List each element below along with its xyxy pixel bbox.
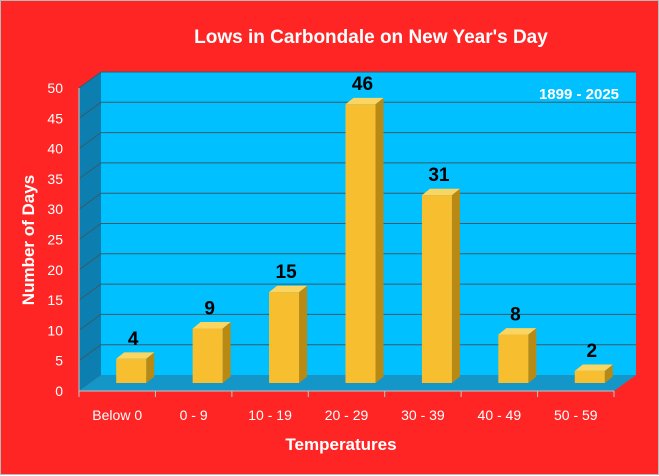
x-tick-label: 20 - 29	[325, 407, 369, 423]
bar-front	[116, 358, 147, 383]
data-label: 9	[204, 298, 215, 319]
bar-front	[192, 328, 223, 383]
gridline	[78, 162, 636, 180]
bars	[116, 97, 613, 384]
bar	[421, 188, 460, 383]
chart-text: Lows in Carbondale on New Year's Day Tem…	[19, 27, 619, 454]
bar-front	[421, 195, 452, 383]
bar-side	[528, 328, 537, 383]
x-tick-label: 0 - 9	[180, 407, 208, 423]
bar-side	[451, 188, 460, 383]
bar-top	[498, 328, 537, 335]
bar	[574, 364, 613, 383]
data-label: 8	[510, 305, 521, 326]
bar-top	[574, 364, 613, 371]
y-tick-label: 15	[47, 292, 63, 308]
gridline	[78, 101, 636, 119]
data-label: 15	[276, 262, 298, 283]
bar	[269, 285, 308, 383]
x-tick-label: 50 - 59	[554, 407, 598, 423]
bar-top	[269, 285, 308, 293]
bar-top	[116, 352, 155, 359]
y-tick-label: 45	[47, 110, 63, 126]
x-tick-label: 40 - 49	[478, 407, 522, 423]
bar-front	[498, 334, 529, 383]
year-range-annotation: 1899 - 2025	[539, 86, 619, 103]
bar-side	[299, 285, 308, 383]
data-label: 31	[428, 165, 450, 186]
axes	[78, 88, 615, 397]
bar-side	[604, 364, 613, 383]
y-axis-title: Number of Days	[19, 175, 38, 305]
gridline	[78, 132, 636, 150]
bar-side	[146, 352, 155, 383]
data-label: 2	[586, 341, 597, 362]
y-tick-label: 10	[47, 322, 63, 338]
x-tick-label: Below 0	[92, 407, 142, 423]
y-tick-label: 50	[47, 80, 63, 96]
bar-side	[222, 322, 231, 383]
y-tick-label: 20	[47, 262, 63, 278]
x-tick-label: 30 - 39	[401, 407, 445, 423]
gridline	[78, 71, 636, 89]
x-tick-label: 10 - 19	[248, 407, 292, 423]
y-tick-label: 0	[55, 383, 63, 399]
bar-top	[345, 97, 384, 105]
y-tick-label: 40	[47, 141, 63, 157]
bar	[116, 352, 155, 383]
bar	[192, 322, 231, 383]
y-tick-label: 5	[55, 353, 63, 369]
bar-front	[269, 292, 300, 383]
chart-title: Lows in Carbondale on New Year's Day	[194, 27, 548, 48]
bar	[498, 328, 537, 383]
data-label: 4	[128, 329, 139, 350]
y-tick-label: 30	[47, 201, 63, 217]
y-tick-label: 25	[47, 232, 63, 248]
bar	[345, 97, 384, 384]
bar-top	[421, 188, 460, 196]
bar-front	[345, 104, 376, 384]
bar-front	[574, 370, 605, 383]
bar-top	[192, 322, 231, 329]
data-label: 46	[352, 74, 373, 95]
bar-side	[375, 97, 384, 383]
x-axis-title: Temperatures	[285, 435, 396, 454]
y-tick-label: 35	[47, 171, 63, 187]
